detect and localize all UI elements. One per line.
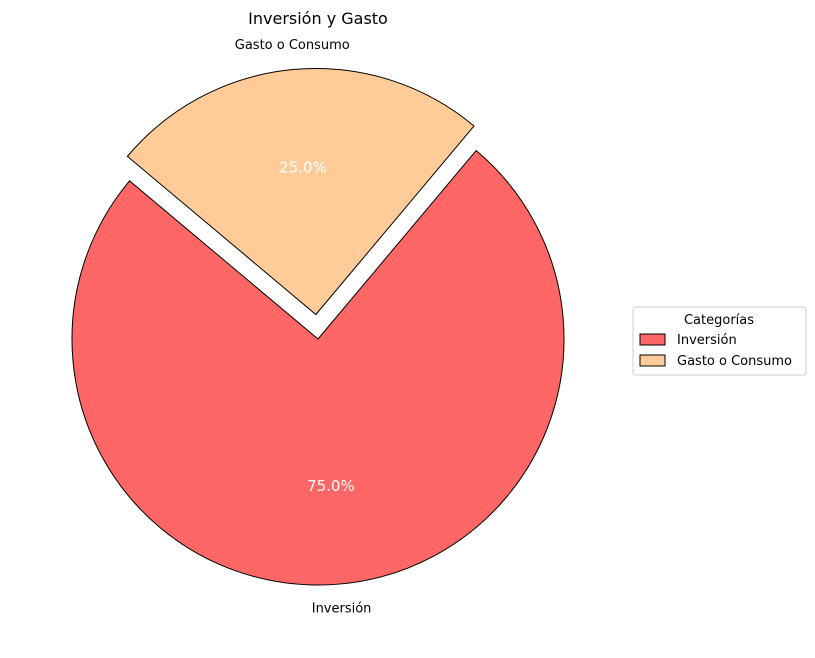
pie-slice-2 bbox=[126, 68, 475, 316]
legend-title: Categorías bbox=[684, 313, 754, 328]
slice-percent-label: 75.0% bbox=[307, 477, 355, 495]
legend: Categorías Inversión Gasto o Consumo bbox=[632, 306, 807, 376]
slice-category-label: Gasto o Consumo bbox=[235, 38, 350, 53]
slice-percent-label: 25.0% bbox=[279, 158, 327, 176]
legend-entry-label: Gasto o Consumo bbox=[677, 354, 792, 369]
pie-slice-1 bbox=[71, 149, 565, 586]
chart-title: Inversión y Gasto bbox=[248, 9, 388, 28]
pie-slices: 75.0% Inversión 25.0% Gasto o Consumo bbox=[71, 38, 565, 617]
slice-category-label: Inversión bbox=[312, 602, 372, 617]
legend-swatch bbox=[639, 333, 666, 346]
legend-frame bbox=[632, 306, 807, 376]
legend-entry-label: Inversión bbox=[677, 333, 737, 348]
legend-swatch bbox=[639, 354, 666, 367]
